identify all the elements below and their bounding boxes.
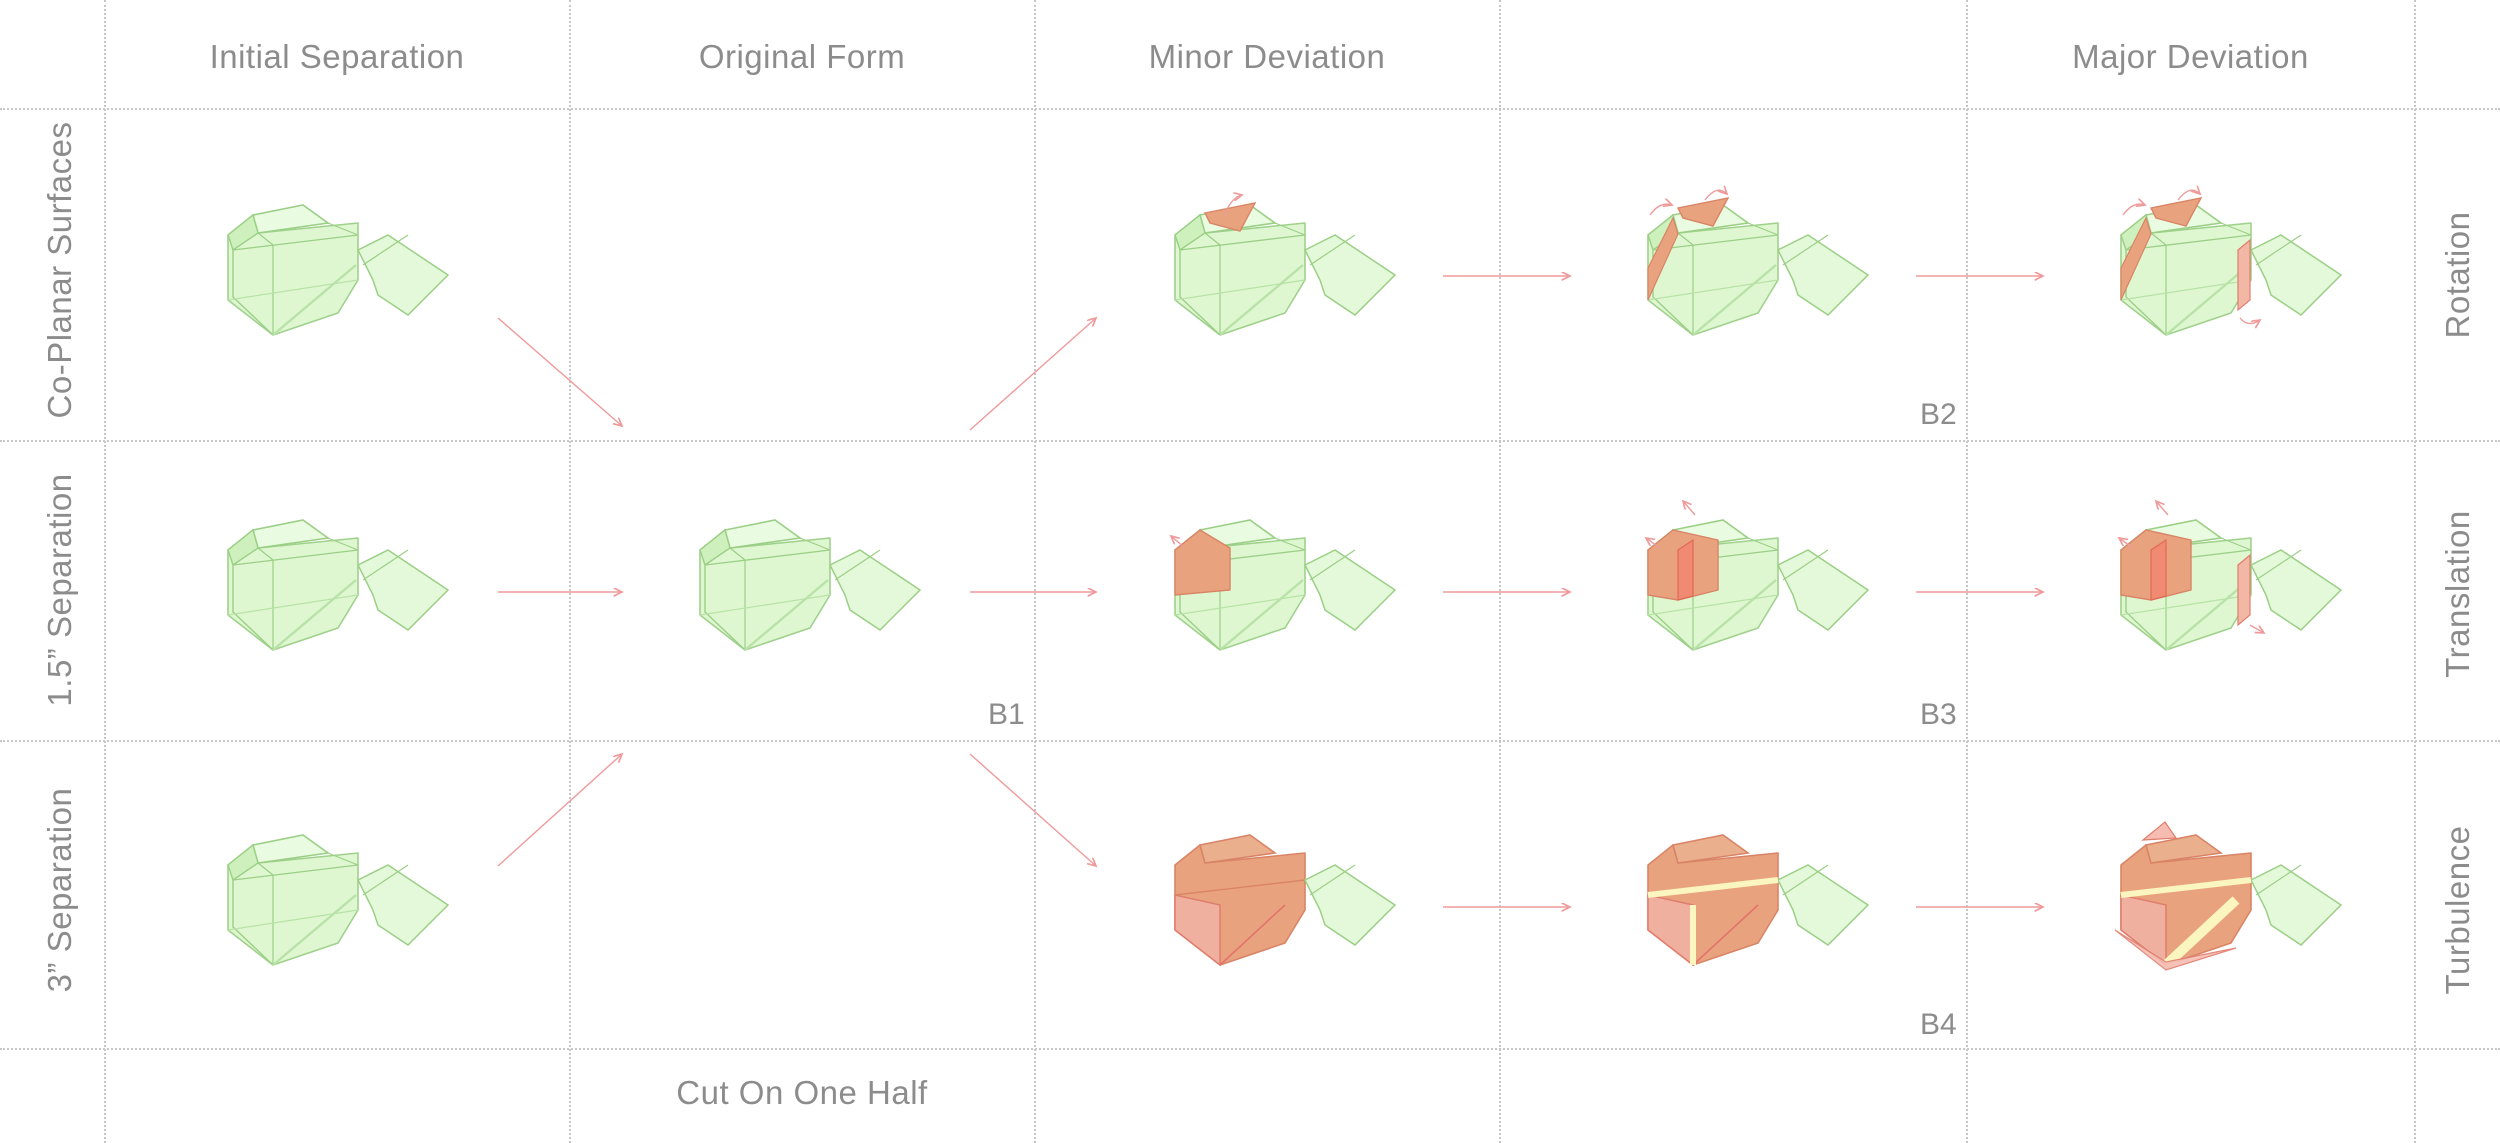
grid-line-h1 xyxy=(0,108,2500,110)
form-r3-c4 xyxy=(1647,834,1869,966)
grid-line-h4 xyxy=(0,1048,2500,1050)
footer-cut-on-one-half: Cut On One Half xyxy=(676,1074,928,1111)
grid-line-v1 xyxy=(104,0,106,1143)
code-b2: B2 xyxy=(1920,398,1957,431)
column-header-initial-separation: Initial Separation xyxy=(209,38,465,75)
form-r1-c5 xyxy=(2119,203,2343,337)
grid-line-h3 xyxy=(0,740,2500,742)
code-b3: B3 xyxy=(1920,698,1957,731)
grid-line-v5 xyxy=(1966,0,1968,1143)
form-r1-c4 xyxy=(1646,203,1870,337)
form-r3-c3 xyxy=(1174,834,1396,966)
code-b4: B4 xyxy=(1920,1008,1957,1041)
grid-line-h2 xyxy=(0,440,2500,442)
column-header-minor-deviation: Minor Deviation xyxy=(1148,38,1386,75)
form-r2-c1 xyxy=(226,518,450,652)
form-r1-c1 xyxy=(226,203,450,337)
column-header-major-deviation: Major Deviation xyxy=(2072,38,2309,75)
grid-line-v2 xyxy=(569,0,571,1143)
form-r2-c2 xyxy=(698,518,922,652)
form-r1-c3 xyxy=(1173,203,1397,337)
grid-line-v6 xyxy=(2414,0,2416,1143)
code-b1: B1 xyxy=(988,698,1025,731)
grid-line-v3 xyxy=(1034,0,1036,1143)
column-header-original-form: Original Form xyxy=(698,38,906,75)
form-r3-c1 xyxy=(226,833,450,967)
grid-line-v4 xyxy=(1499,0,1501,1143)
